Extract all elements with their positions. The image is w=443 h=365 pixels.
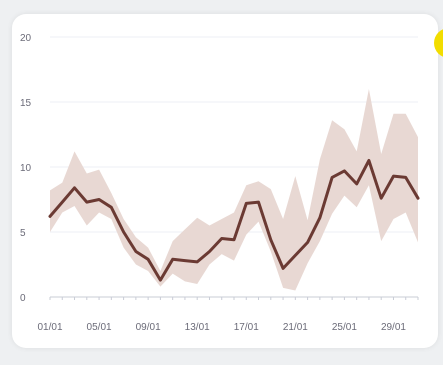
x-tick-label: 17/01 — [234, 322, 259, 333]
y-tick-label: 10 — [20, 163, 32, 174]
x-tick-labels: 01/01 05/01 09/01 13/01 17/01 21/01 25/01 29/01 — [37, 322, 406, 333]
x-tick-label: 01/01 — [37, 322, 62, 333]
line-chart: 0 5 10 15 20 01/01 05/01 09/01 13/01 17/01 21/01 2… — [20, 33, 420, 333]
chart-card: 0 5 10 15 20 01/01 05/01 09/01 13/01 17/01 21/01 2… — [12, 14, 438, 348]
x-tick-label: 13/01 — [185, 322, 210, 333]
confidence-band-layer — [50, 89, 418, 291]
y-tick-label: 5 — [20, 228, 26, 239]
x-tick-label: 21/01 — [283, 322, 308, 333]
confidence-band — [50, 89, 418, 291]
y-tick-label: 15 — [20, 98, 32, 109]
x-tick-label: 25/01 — [332, 322, 357, 333]
x-tick-label: 05/01 — [87, 322, 112, 333]
status-dot — [434, 28, 443, 58]
x-tick-label: 29/01 — [381, 322, 406, 333]
y-tick-label: 0 — [20, 293, 26, 304]
series-line-layer — [48, 159, 420, 282]
series-line — [48, 159, 420, 282]
x-tick-label: 09/01 — [136, 322, 161, 333]
y-tick-label: 20 — [20, 33, 32, 44]
y-tick-labels: 0 5 10 15 20 — [20, 33, 32, 304]
x-axis — [49, 296, 419, 300]
